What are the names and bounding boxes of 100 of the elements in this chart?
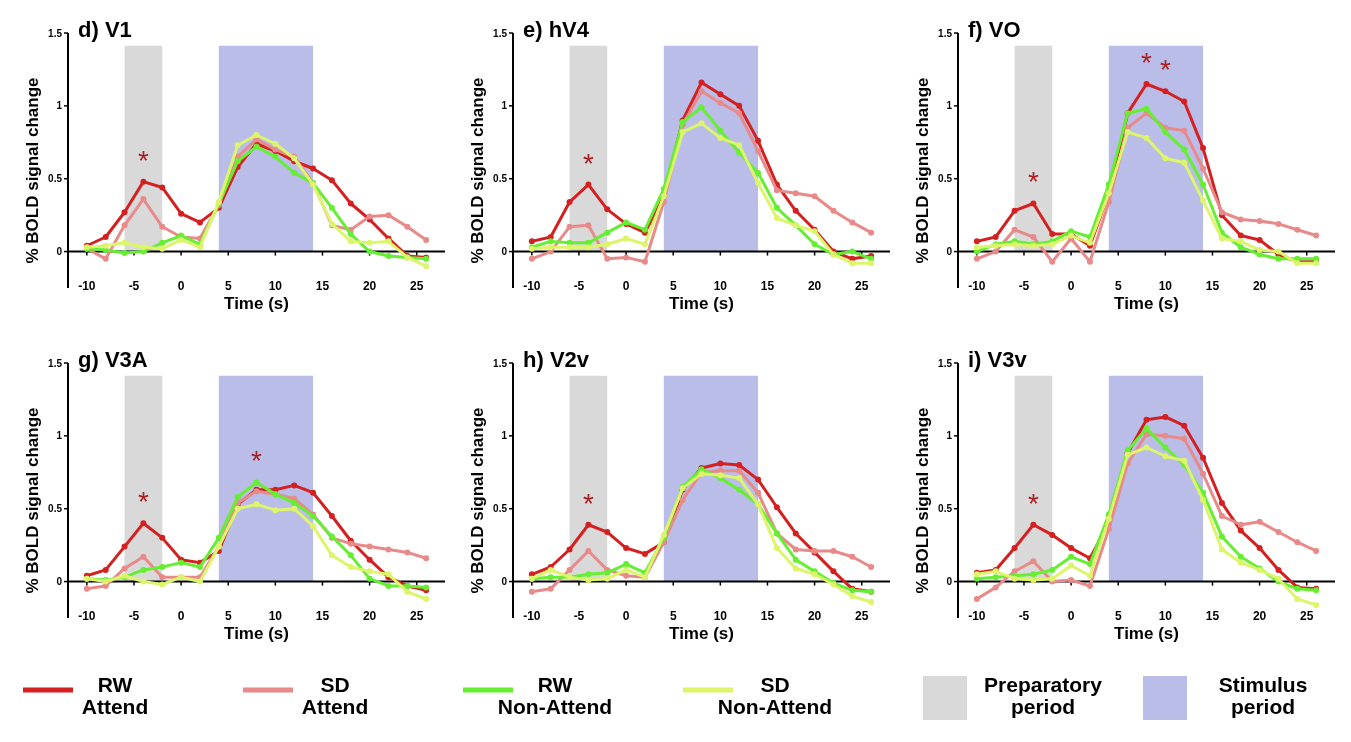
point bbox=[366, 568, 373, 575]
x-tick-label: -10 bbox=[78, 278, 96, 293]
x-tick-label: 20 bbox=[362, 278, 377, 293]
point bbox=[604, 255, 611, 262]
point bbox=[792, 530, 799, 537]
point bbox=[1294, 539, 1301, 546]
point bbox=[868, 598, 875, 605]
x-tick-label: 10 bbox=[268, 278, 283, 293]
x-tick-label: -5 bbox=[573, 278, 585, 293]
x-tick-label: 15 bbox=[760, 278, 775, 293]
point bbox=[1181, 98, 1188, 105]
point bbox=[140, 178, 147, 185]
point bbox=[528, 588, 535, 595]
point bbox=[140, 578, 147, 585]
point bbox=[792, 207, 799, 214]
point bbox=[1049, 258, 1056, 265]
y-tick-label: 1.5 bbox=[938, 357, 953, 369]
point bbox=[1275, 220, 1282, 227]
x-tick-label: 25 bbox=[855, 278, 869, 293]
point bbox=[196, 564, 203, 570]
point bbox=[717, 91, 724, 98]
chart-title: i) V3v bbox=[968, 347, 1028, 372]
point bbox=[717, 99, 724, 106]
annotation: * bbox=[137, 144, 149, 176]
point bbox=[547, 238, 554, 245]
y-axis-title: % BOLD signal change bbox=[468, 77, 487, 264]
point bbox=[528, 571, 535, 578]
x-axis-title: Time (s) bbox=[224, 623, 289, 643]
point bbox=[755, 476, 762, 483]
x-tick-label: 25 bbox=[855, 608, 869, 623]
point bbox=[1237, 244, 1244, 251]
x-tick-label: -10 bbox=[968, 278, 986, 293]
point bbox=[1256, 236, 1263, 243]
x-tick-label: 25 bbox=[1300, 278, 1314, 293]
y-tick-label: 0 bbox=[946, 246, 953, 258]
point bbox=[1143, 105, 1150, 112]
x-tick-label: -5 bbox=[1018, 608, 1030, 623]
point bbox=[1181, 435, 1188, 442]
point bbox=[234, 494, 241, 501]
y-tick-label: 1 bbox=[56, 430, 63, 442]
point bbox=[1237, 232, 1244, 239]
point bbox=[423, 263, 430, 270]
point bbox=[1256, 545, 1263, 552]
x-tick-label: 5 bbox=[224, 608, 232, 623]
point bbox=[1294, 226, 1301, 233]
point bbox=[992, 574, 999, 581]
point bbox=[849, 219, 856, 226]
point bbox=[547, 585, 554, 592]
point bbox=[1181, 146, 1188, 153]
x-tick-label: 5 bbox=[1114, 278, 1122, 293]
x-tick-label: 5 bbox=[1114, 608, 1122, 623]
point bbox=[102, 566, 109, 573]
point bbox=[83, 585, 90, 592]
annotation: * bbox=[1027, 487, 1039, 519]
point bbox=[1200, 496, 1207, 503]
point bbox=[623, 235, 630, 242]
x-tick-label: 15 bbox=[760, 608, 775, 623]
y-tick-label: 0.5 bbox=[493, 503, 508, 515]
point bbox=[1011, 207, 1018, 214]
point bbox=[1143, 444, 1150, 451]
point bbox=[792, 190, 799, 197]
y-tick-label: 0 bbox=[501, 246, 508, 258]
point bbox=[1294, 596, 1301, 603]
point bbox=[1237, 553, 1244, 560]
point bbox=[1030, 571, 1037, 578]
point bbox=[868, 564, 875, 570]
point bbox=[623, 545, 630, 552]
point bbox=[1275, 255, 1282, 262]
x-tick-label: -5 bbox=[1018, 278, 1030, 293]
y-tick-label: 0 bbox=[56, 576, 63, 588]
point bbox=[140, 520, 147, 527]
point bbox=[585, 521, 592, 528]
point bbox=[1011, 545, 1018, 552]
point bbox=[234, 142, 241, 149]
x-tick-label: -10 bbox=[78, 608, 96, 623]
x-tick-label: 5 bbox=[224, 278, 232, 293]
y-tick-label: 1 bbox=[501, 100, 508, 112]
x-tick-label: 25 bbox=[1300, 608, 1314, 623]
point bbox=[1162, 88, 1169, 95]
point bbox=[547, 574, 554, 581]
point bbox=[385, 212, 392, 219]
point bbox=[1237, 527, 1244, 534]
y-axis-title: % BOLD signal change bbox=[23, 407, 42, 594]
annotation: * bbox=[1159, 54, 1171, 86]
point bbox=[623, 254, 630, 261]
point bbox=[1143, 81, 1150, 87]
point bbox=[140, 566, 147, 573]
point bbox=[310, 165, 317, 172]
y-tick-label: 0.5 bbox=[48, 503, 63, 515]
point bbox=[623, 566, 630, 573]
x-axis-title: Time (s) bbox=[669, 293, 734, 313]
x-tick-label: 10 bbox=[713, 608, 728, 623]
point bbox=[1143, 416, 1150, 423]
point bbox=[1200, 165, 1207, 172]
point bbox=[849, 553, 856, 560]
legend-label: RW Non-Attend bbox=[497, 672, 613, 718]
legend-label: Stimulus period bbox=[1218, 672, 1308, 718]
point bbox=[755, 169, 762, 176]
point bbox=[102, 255, 109, 262]
annotation: * bbox=[1141, 47, 1153, 78]
